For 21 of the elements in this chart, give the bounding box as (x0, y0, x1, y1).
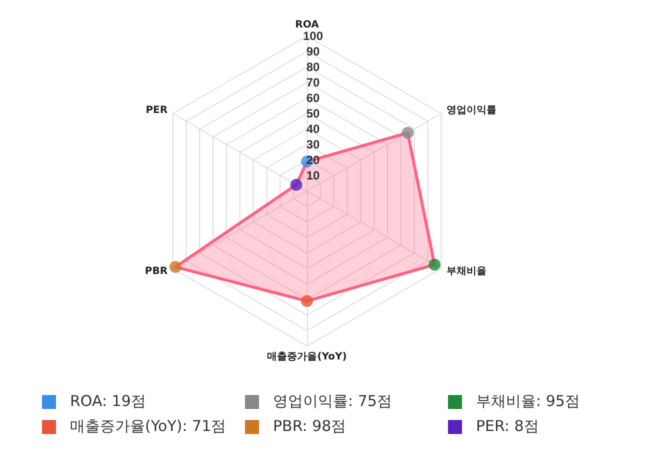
y-tick-label: 60 (306, 91, 320, 105)
spoke-label: ROA (295, 20, 320, 30)
spoke-label: 영업이익률 (446, 105, 496, 116)
text: 영업이익률: 75점 (273, 392, 392, 411)
spoke-label: 부채비율 (446, 266, 486, 277)
y-tick-label: 100 (302, 29, 324, 43)
text: ROA: 19점 (70, 392, 146, 411)
y-tick-label: 50 (306, 106, 320, 120)
y-tick-label: 90 (306, 44, 320, 58)
y-tick-label: 10 (306, 168, 320, 182)
spoke-label: PBR (144, 266, 168, 277)
y-tick-label: 70 (306, 76, 320, 90)
y-tick-label: 40 (306, 122, 320, 136)
spoke-label: PER (146, 105, 168, 116)
y-tick-label: 80 (306, 60, 320, 74)
spoke-label: 매출증가율(YoY) (267, 352, 347, 362)
text: PER: 8점 (476, 417, 539, 436)
text: PBR: 98점 (273, 417, 346, 436)
y-tick-label: 30 (306, 138, 320, 152)
text: 매출증가율(YoY): 71점 (70, 417, 226, 436)
text: 부채비율: 95점 (476, 392, 580, 411)
